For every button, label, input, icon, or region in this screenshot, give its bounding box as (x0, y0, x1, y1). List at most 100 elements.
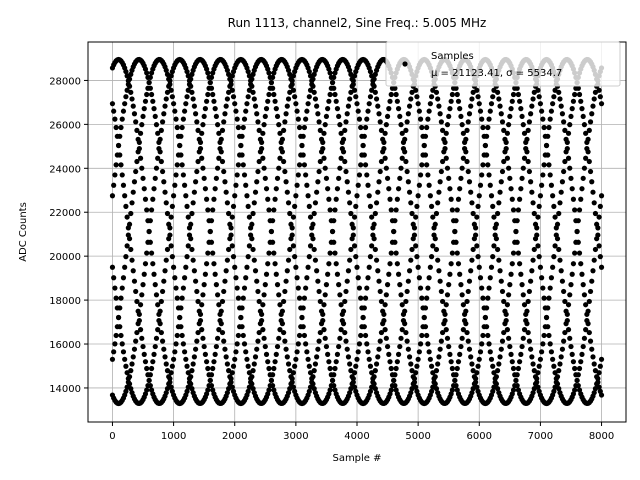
sample-point (594, 221, 600, 227)
sample-point (342, 127, 348, 133)
sample-point (590, 189, 596, 195)
sample-point (373, 361, 380, 367)
sample-point (469, 257, 475, 263)
sample-point (520, 292, 526, 298)
sample-point (539, 275, 545, 281)
sample-point (194, 288, 200, 295)
sample-point (186, 379, 193, 385)
sample-point (228, 232, 234, 238)
sample-point (550, 356, 556, 362)
sample-point (449, 387, 455, 393)
sample-point (589, 179, 595, 185)
sample-point (364, 172, 370, 178)
sample-point (562, 298, 568, 305)
sample-point (217, 317, 223, 324)
sample-point (180, 172, 186, 178)
sample-point (525, 298, 531, 305)
sample-point (276, 165, 282, 171)
sample-point (161, 346, 167, 352)
sample-point (365, 108, 371, 114)
sample-point (290, 370, 297, 376)
sample-point (174, 295, 180, 301)
sample-point (586, 298, 592, 305)
sample-point (277, 130, 283, 136)
sample-point (509, 98, 515, 104)
sample-point (371, 236, 377, 242)
sample-point (558, 189, 564, 195)
sample-point (568, 113, 574, 120)
y-tick-label: 28000 (49, 76, 81, 87)
sample-point (503, 317, 509, 324)
sample-point (199, 327, 205, 333)
sample-point (534, 375, 540, 382)
sample-point (161, 278, 167, 284)
sample-point (322, 335, 328, 341)
sample-point (164, 246, 171, 253)
sample-point (490, 203, 496, 209)
sample-point (565, 302, 572, 308)
sample-point (415, 101, 421, 107)
sample-point (152, 343, 158, 350)
sample-point (325, 186, 331, 192)
sample-point (493, 381, 499, 387)
sample-point (420, 324, 426, 330)
sample-point (386, 186, 392, 192)
sample-point (338, 302, 344, 308)
sample-point (130, 354, 136, 360)
sample-point (119, 172, 125, 178)
sample-point (184, 388, 190, 394)
sample-point (229, 214, 235, 220)
sample-point (279, 308, 286, 314)
sample-point (499, 168, 506, 175)
sample-point (304, 182, 310, 188)
sample-point (427, 356, 433, 362)
sample-point (437, 179, 443, 185)
sample-point (142, 98, 149, 104)
sample-point (193, 179, 199, 185)
sample-point (119, 285, 125, 291)
sample-point (204, 261, 210, 267)
sample-point (459, 122, 465, 128)
sample-point (449, 91, 455, 98)
sample-point (304, 108, 310, 114)
sample-point (559, 179, 566, 185)
sample-point (289, 81, 295, 87)
sample-point (473, 232, 479, 238)
sample-point (428, 94, 435, 100)
sample-point (307, 384, 314, 390)
sample-point (320, 139, 326, 145)
sample-point (221, 338, 227, 344)
sample-point (408, 200, 414, 206)
sample-point (294, 349, 300, 355)
sample-point (426, 182, 432, 188)
sample-point (540, 341, 546, 347)
sample-point (172, 275, 178, 281)
sample-point (590, 103, 596, 109)
sample-point (392, 239, 398, 245)
sample-point (573, 239, 579, 245)
sample-point (468, 189, 474, 195)
sample-point (372, 89, 378, 95)
sample-point (460, 130, 466, 136)
sample-point (141, 351, 147, 357)
sample-point (318, 321, 325, 327)
sample-point (471, 381, 477, 387)
sample-point (169, 203, 175, 209)
sample-point (519, 282, 525, 288)
sample-point (122, 356, 128, 362)
sample-point (514, 85, 520, 91)
sample-point (170, 101, 177, 107)
sample-point (148, 365, 155, 372)
sample-point (282, 288, 288, 295)
sample-point (181, 349, 188, 355)
sample-point (254, 346, 260, 352)
sample-point (256, 127, 262, 133)
sample-point (158, 127, 164, 133)
sample-point (256, 298, 262, 305)
sample-point (598, 264, 605, 270)
sample-point (470, 386, 476, 392)
sample-point (252, 189, 259, 195)
sample-point (576, 250, 583, 256)
sample-point (367, 203, 374, 209)
sample-point (228, 81, 234, 87)
